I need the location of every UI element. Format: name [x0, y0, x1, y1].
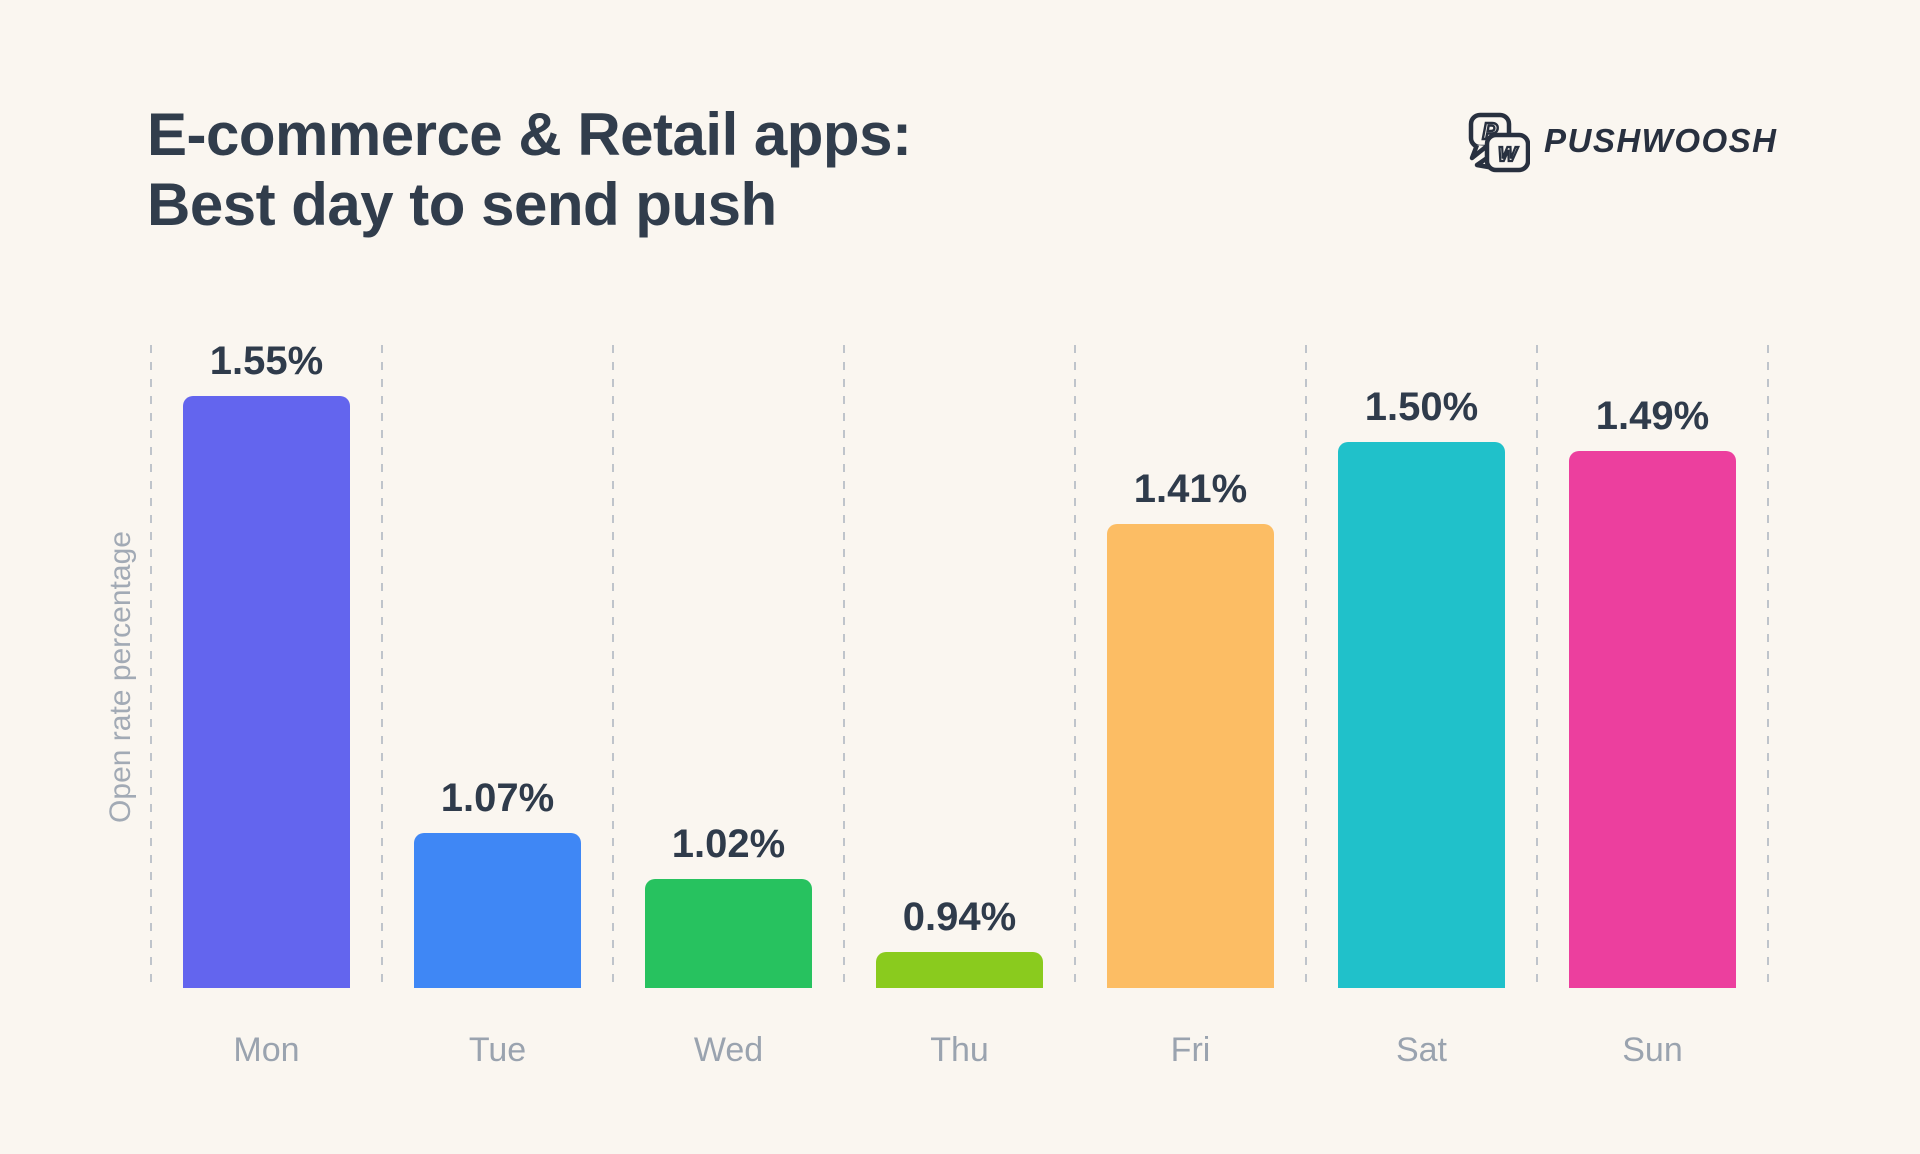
gridline [843, 345, 845, 988]
page-title-line1: E-commerce & Retail apps: [147, 101, 912, 168]
x-tick-thu: Thu [930, 1031, 989, 1069]
x-tick-mon: Mon [233, 1031, 300, 1069]
x-tick-wed: Wed [693, 1031, 764, 1069]
gridline [150, 345, 152, 988]
gridline [1767, 345, 1769, 988]
x-tick-sun: Sun [1622, 1031, 1683, 1069]
bar-fri [1107, 524, 1274, 988]
bar-value-label-wed: 1.02% [671, 822, 786, 866]
bar-value-label-thu: 0.94% [902, 895, 1017, 939]
bar-sun [1569, 451, 1736, 988]
bar-value-label-sat: 1.50% [1364, 385, 1479, 429]
bar-thu [876, 952, 1043, 988]
svg-text:W: W [1498, 144, 1519, 166]
page-title: E-commerce & Retail apps: Best day to se… [147, 100, 912, 240]
x-tick-tue: Tue [468, 1031, 527, 1069]
gridline [1074, 345, 1076, 988]
bar-mon [183, 396, 350, 988]
x-tick-sat: Sat [1395, 1031, 1448, 1069]
pushwoosh-wordmark: PUSHWOOSH [1544, 122, 1778, 159]
bar-value-label-tue: 1.07% [440, 776, 555, 820]
bar-tue [414, 833, 581, 988]
bar-value-label-fri: 1.41% [1133, 467, 1248, 511]
bar-value-label-mon: 1.55% [209, 339, 324, 383]
pushwoosh-speech-bubbles-icon: P W [1468, 112, 1530, 173]
gridline [1305, 345, 1307, 988]
x-tick-fri: Fri [1170, 1031, 1211, 1069]
bar-value-label-sun: 1.49% [1595, 394, 1710, 438]
gridline [381, 345, 383, 988]
bar-wed [645, 879, 812, 988]
bar-sat [1338, 442, 1505, 988]
gridline [1536, 345, 1538, 988]
pushwoosh-logo: P W PUSHWOOSH [1466, 108, 1778, 174]
gridline [612, 345, 614, 988]
page-title-line2: Best day to send push [147, 171, 777, 238]
